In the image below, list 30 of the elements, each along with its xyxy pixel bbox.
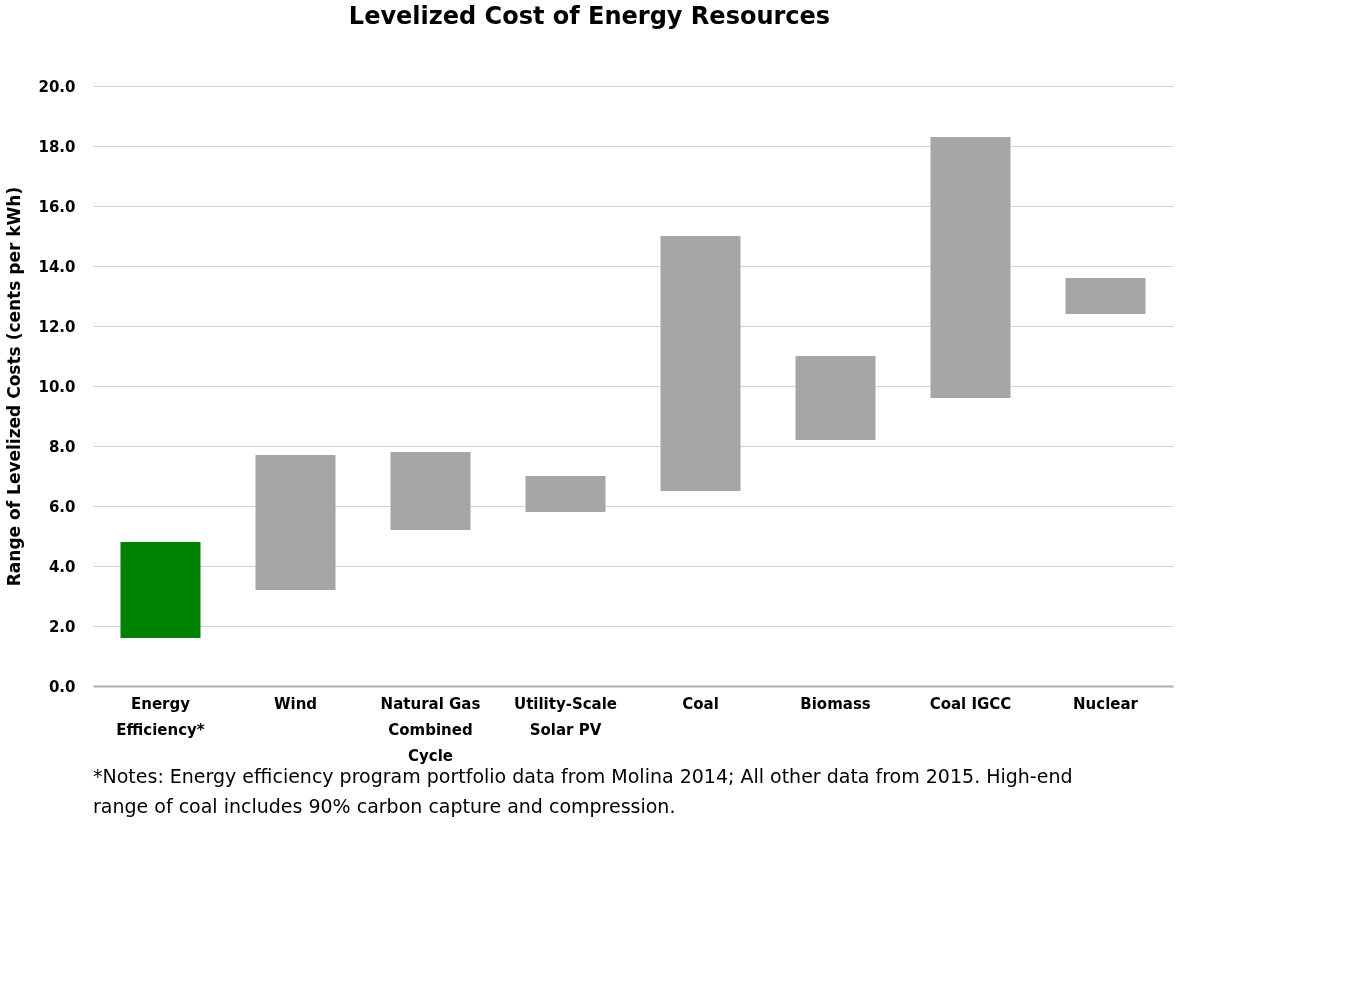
y-tick-label: 18.0 <box>38 137 76 156</box>
bar <box>255 455 336 590</box>
x-tick-label: Biomass <box>800 694 871 713</box>
bar <box>525 476 606 512</box>
y-tick-label: 16.0 <box>38 197 76 216</box>
y-tick-label: 6.0 <box>48 497 76 516</box>
bar <box>1065 278 1146 314</box>
y-tick-label: 4.0 <box>48 557 76 576</box>
x-tick-label: Coal IGCC <box>929 694 1012 713</box>
y-axis-title: Range of Levelized Costs (cents per kWh) <box>4 186 25 587</box>
y-tick-label: 8.0 <box>48 437 76 456</box>
bar <box>660 236 741 491</box>
bar <box>390 452 471 530</box>
y-tick-label: 10.0 <box>38 377 76 396</box>
bar <box>795 356 876 440</box>
y-tick-label: 2.0 <box>48 617 76 636</box>
x-tick-label: Coal <box>682 694 719 713</box>
bar <box>120 542 201 638</box>
bar <box>930 137 1011 398</box>
x-tick-label: Natural Gas Combined Cycle <box>380 694 481 765</box>
chart-title: Levelized Cost of Energy Resources <box>348 2 831 30</box>
y-tick-label: 20.0 <box>38 77 76 96</box>
x-tick-label: Energy Efficiency* <box>116 694 205 739</box>
y-tick-label: 14.0 <box>38 257 76 276</box>
x-tick-label: Utility-Scale Solar PV <box>513 694 618 739</box>
y-tick-label: 0.0 <box>48 677 76 696</box>
x-tick-label: Nuclear <box>1073 694 1139 713</box>
y-tick-label: 12.0 <box>38 317 76 336</box>
x-tick-label: Wind <box>273 694 318 713</box>
text: *Notes: Energy efficiency program portfolio data from Molina 2014; All other data from 2015. High-end range of coal includes 90% carbon capture and compression. <box>93 765 1073 817</box>
